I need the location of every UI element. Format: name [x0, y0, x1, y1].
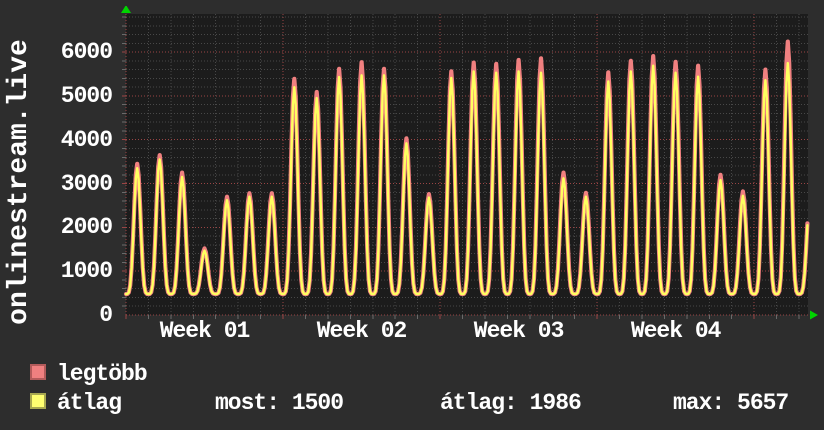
y-tick-label: 4000 — [60, 126, 113, 153]
y-axis-up-arrow-icon — [121, 6, 131, 13]
legend-label-max: legtöbb — [57, 361, 148, 387]
legend-swatch-max-icon — [30, 364, 46, 380]
x-tick-label: Week 04 — [630, 318, 722, 344]
stat-most: most: 1500 — [215, 390, 344, 416]
x-tick-label: Week 02 — [316, 318, 408, 344]
x-axis-right-arrow-icon — [810, 310, 818, 320]
y-tick-label: 0 — [99, 302, 113, 328]
legend-swatch-avg-icon — [30, 393, 46, 409]
series-avg-line — [124, 61, 809, 296]
chart-svg — [121, 6, 818, 320]
legend-label-avg: átlag — [57, 390, 122, 416]
x-tick-label: Week 01 — [159, 318, 251, 344]
y-tick-label: 5000 — [60, 82, 113, 109]
x-tick-label: Week 03 — [473, 318, 565, 344]
stat-max: max: 5657 — [673, 390, 789, 416]
y-tick-label: 3000 — [60, 170, 113, 197]
y-tick-label: 6000 — [60, 39, 113, 66]
stat-atlag: átlag: 1986 — [440, 390, 582, 416]
y-tick-label: 1000 — [60, 258, 113, 285]
y-tick-label: 2000 — [60, 214, 113, 241]
